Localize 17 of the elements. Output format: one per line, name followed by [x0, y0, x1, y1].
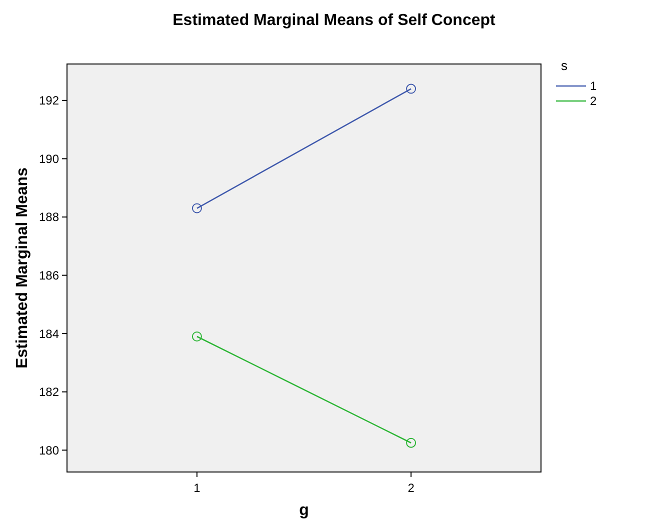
y-tick-label: 188 [38, 210, 60, 224]
y-axis-title: Estimated Marginal Means [14, 167, 31, 368]
legend-title: s [561, 58, 568, 73]
y-tick-label: 182 [38, 385, 60, 400]
point [406, 84, 416, 94]
point [192, 203, 202, 214]
point [192, 331, 202, 342]
y-tick-label: 192 [38, 94, 60, 108]
y-tick-label: 184 [38, 326, 60, 341]
y-tick-label: 186 [38, 268, 60, 282]
y-tick-label: 180 [38, 443, 60, 458]
legend-label: 2 [590, 94, 597, 108]
point [406, 438, 416, 448]
x-axis-title: g [299, 502, 309, 519]
chart-title: Estimated Marginal Means of Self Concept [172, 12, 496, 29]
legend-label: 1 [590, 79, 597, 94]
y-tick-label: 190 [38, 152, 60, 166]
